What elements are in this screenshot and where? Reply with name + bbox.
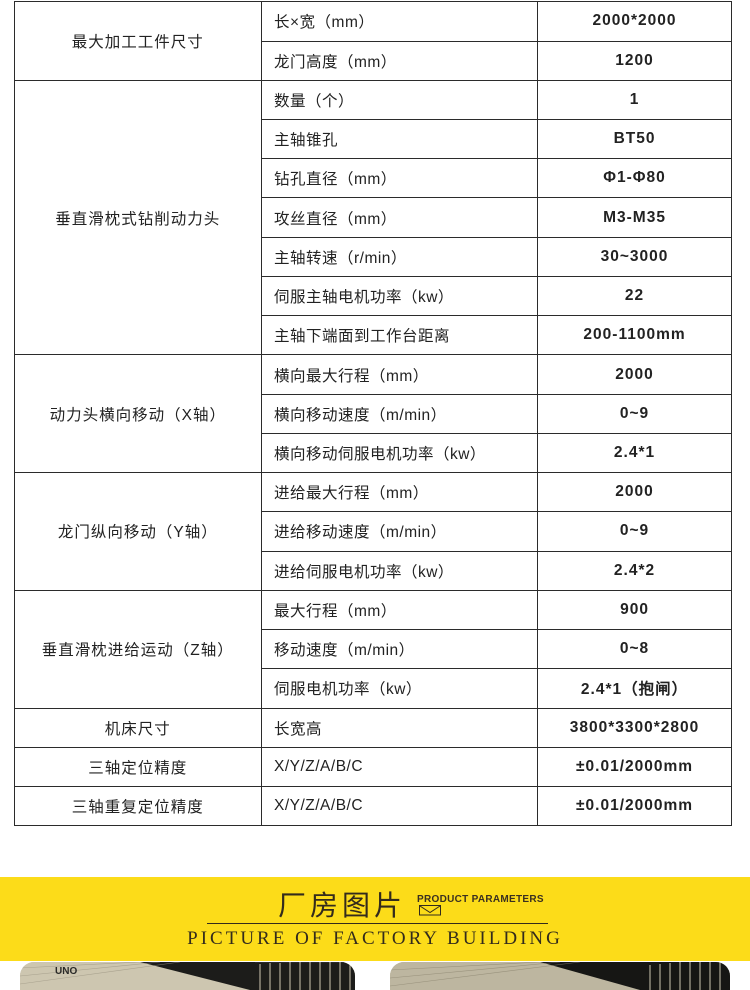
svg-text:UNO: UNO [55,966,77,977]
